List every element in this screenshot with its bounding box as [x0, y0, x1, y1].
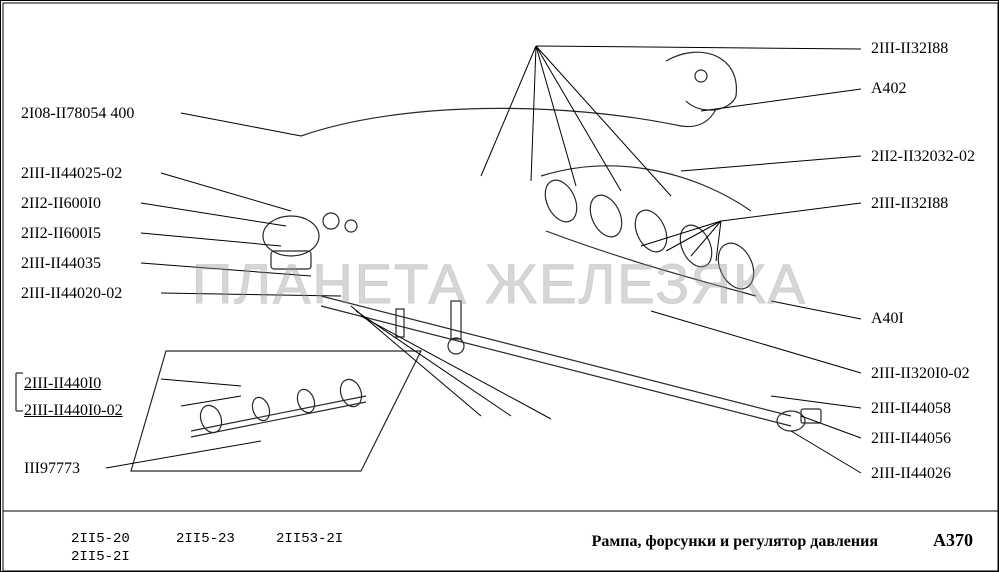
part-label: 2II2-II600I5	[21, 226, 101, 242]
part-label: 2III-II440I0	[24, 376, 101, 392]
part-label: A402	[871, 81, 907, 97]
part-label: 2III-II44056	[871, 431, 951, 447]
footer-model: 2II5-20	[71, 531, 130, 547]
diagram-title: Рампа, форсунки и регулятор давления	[592, 533, 878, 551]
part-label: A40I	[871, 311, 904, 327]
leader-lines	[1, 1, 999, 572]
part-label: 2III-II44025-02	[21, 166, 122, 182]
page-code: A370	[933, 530, 973, 551]
footer-model: 2II5-2I	[71, 549, 130, 565]
part-label: 2III-II32I88	[871, 196, 948, 212]
part-label: 2III-II32I88	[871, 41, 948, 57]
part-label: 2I08-II78054 400	[21, 106, 134, 122]
part-label: 2III-II440I0-02	[24, 403, 123, 419]
footer-model: 2II53-2I	[276, 531, 343, 547]
part-label: 2III-II44035	[21, 256, 101, 272]
part-label: III97773	[24, 461, 80, 477]
part-label: 2II2-II32032-02	[871, 149, 975, 165]
part-label: 2III-II44058	[871, 401, 951, 417]
part-label: 2III-II44020-02	[21, 286, 122, 302]
footer-model: 2II5-23	[176, 531, 235, 547]
watermark: ПЛАНЕТА ЖЕЛЕЗЯКА	[1, 251, 998, 316]
part-label: 2III-II44026	[871, 466, 951, 482]
part-label: 2II2-II600I0	[21, 196, 101, 212]
main-illustration	[16, 52, 821, 471]
part-label: 2III-II320I0-02	[871, 366, 970, 382]
